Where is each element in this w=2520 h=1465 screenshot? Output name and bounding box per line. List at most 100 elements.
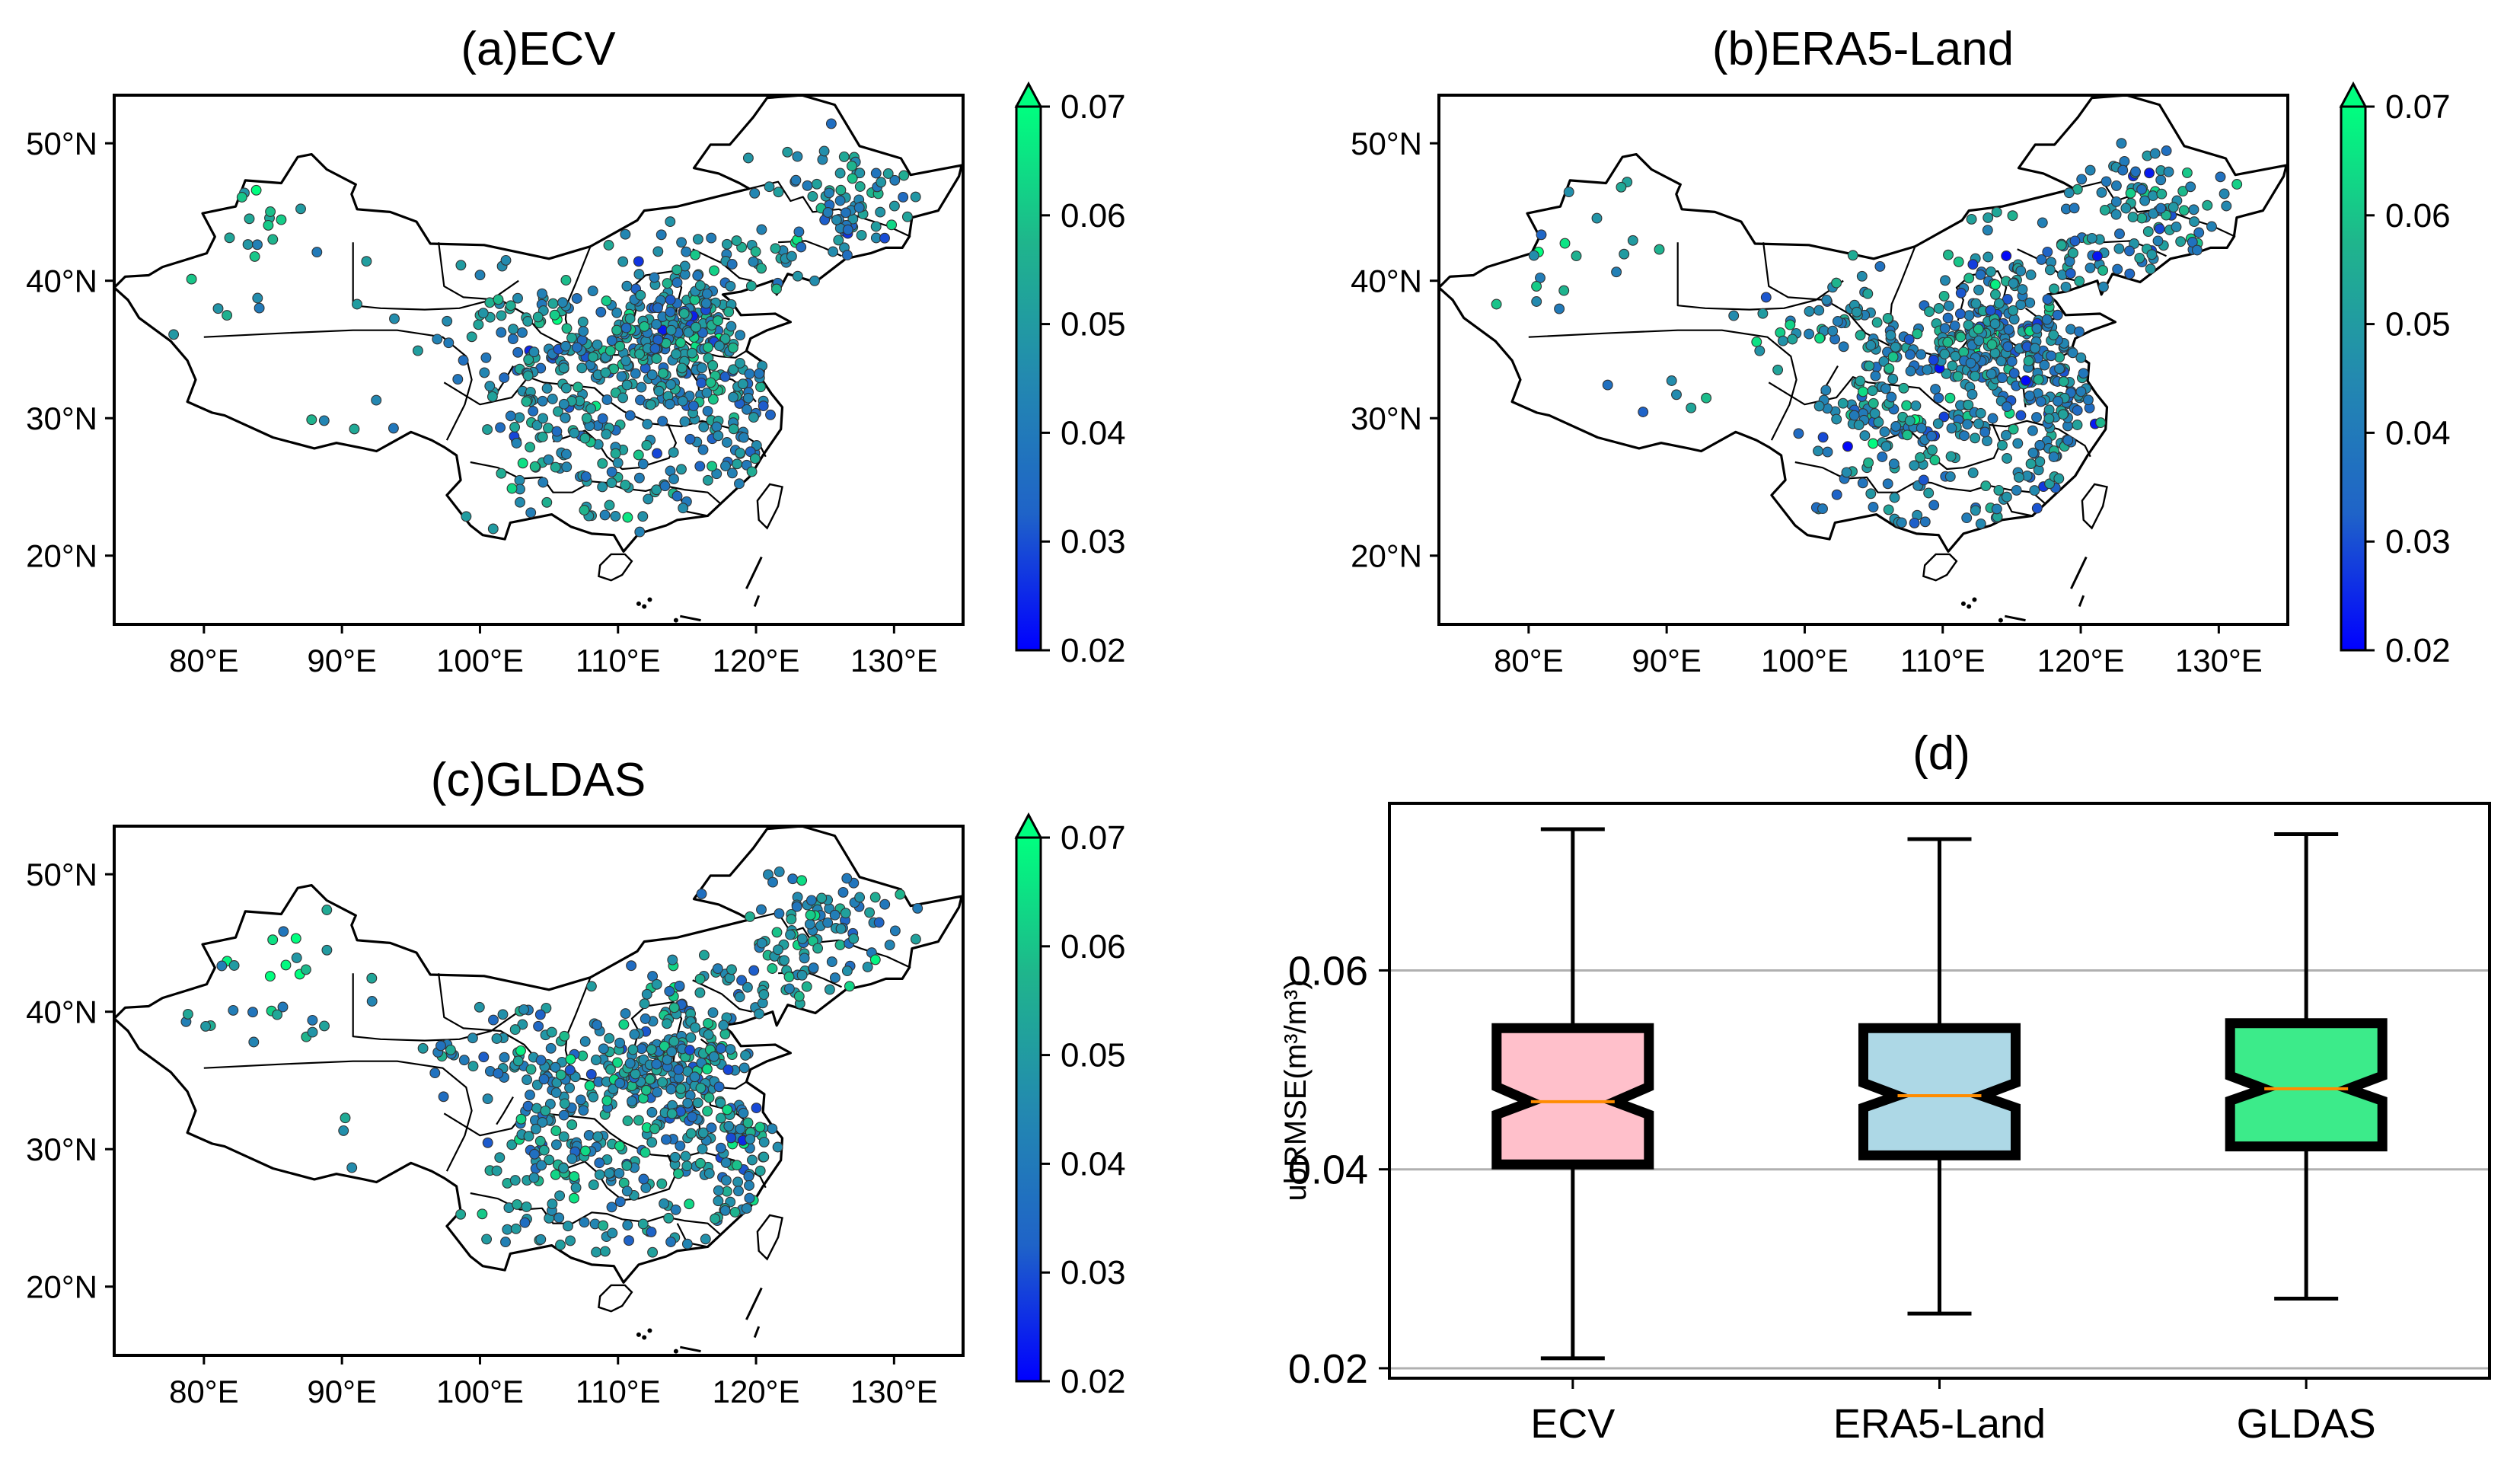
x-tick-label: 120°E [2037,643,2125,678]
station-point [1938,290,1950,302]
station-point [2023,356,2034,367]
station-point [558,1109,569,1121]
station-point [720,461,731,471]
station-point [300,964,311,975]
station-point [792,270,803,282]
station-point [682,1097,694,1109]
station-point [1947,360,1958,372]
station-point [838,151,850,162]
station-point [579,1036,591,1047]
station-point [767,963,778,974]
station-point [525,507,537,519]
station-point [627,1044,639,1055]
station-point [687,347,697,359]
station-point [442,315,453,327]
station-point [713,430,724,442]
station-point [723,1064,734,1075]
station-point [2030,343,2040,354]
station-point [873,917,885,928]
station-point [726,321,737,332]
station-point [598,1220,609,1231]
station-point [807,190,818,202]
y-tick-label: 20°N [26,1269,97,1305]
station-point [1536,229,1547,241]
colorbar-ticks: 0.02 0.03 0.04 0.05 0.06 0.07 [1041,819,1126,1400]
station-point [2052,309,2063,321]
colorbar-tick-label: 0.02 [2385,632,2451,669]
station-point [2072,405,2083,416]
station-point [617,392,629,404]
panel-title: (a)ECV [461,23,616,75]
station-point [770,243,781,254]
station-point [735,330,746,341]
station-point [555,1069,566,1080]
station-point [1983,212,1994,223]
station-point [712,315,723,327]
station-point [267,934,279,946]
station-point [737,378,748,390]
station-point [371,394,382,406]
station-point [728,423,739,435]
station-point [647,971,659,982]
station-point [649,343,661,354]
station-point [541,383,553,394]
station-point [1940,275,1951,286]
station-point [681,1160,693,1172]
station-point [1955,287,1967,298]
station-point [1847,250,1858,261]
x-tick-label: 100°E [436,643,524,678]
station-point [535,1234,547,1245]
station-point [530,1123,541,1135]
station-point [701,288,713,299]
latitude-ticks: 20°N 30°N 40°N 50°N [1351,126,1439,574]
sea-boundary-dash [753,1326,761,1339]
station-point [541,496,553,508]
station-point [2142,226,2154,238]
colorbar-extend-arrow [2339,81,2368,108]
station-point [690,1022,701,1033]
colorbar-extend-arrow [1014,812,1043,839]
station-point [1982,436,1992,447]
y-tick-label: 50°N [26,126,97,161]
station-point [496,468,507,479]
station-point [748,412,759,423]
station-point [1666,375,1677,386]
station-point [646,1106,658,1118]
station-point [280,959,292,971]
station-point [580,471,592,482]
station-point [773,187,784,198]
station-point [2110,196,2122,207]
station-point [638,1173,649,1185]
station-point [1884,363,1895,374]
station-point [745,280,757,292]
station-point [715,1112,726,1124]
station-point [617,256,629,267]
longitude-ticks: 80°E 90°E 100°E 110°E 120°E 130°E [169,1355,938,1409]
station-point [715,1097,726,1109]
station-point [1837,397,1849,409]
station-point [461,511,472,522]
station-point [578,1105,589,1116]
station-point [604,345,616,356]
station-point [2002,453,2013,464]
station-point [695,1082,707,1093]
station-point [640,1084,652,1096]
station-point [612,457,624,468]
panel-title: (c)GLDAS [431,754,646,806]
station-point [826,956,837,968]
station-point [840,908,851,919]
station-point [725,280,736,292]
station-point [2015,265,2027,276]
station-point [665,379,677,390]
station-point [2127,212,2139,223]
station-point [847,173,858,184]
station-point [773,944,783,956]
station-point [349,423,360,435]
station-point [515,1045,526,1056]
station-point [703,1029,714,1040]
station-point [716,1043,726,1054]
station-point [252,292,263,304]
station-point [1855,375,1866,387]
island-outline [598,553,633,582]
station-point [719,1029,731,1040]
